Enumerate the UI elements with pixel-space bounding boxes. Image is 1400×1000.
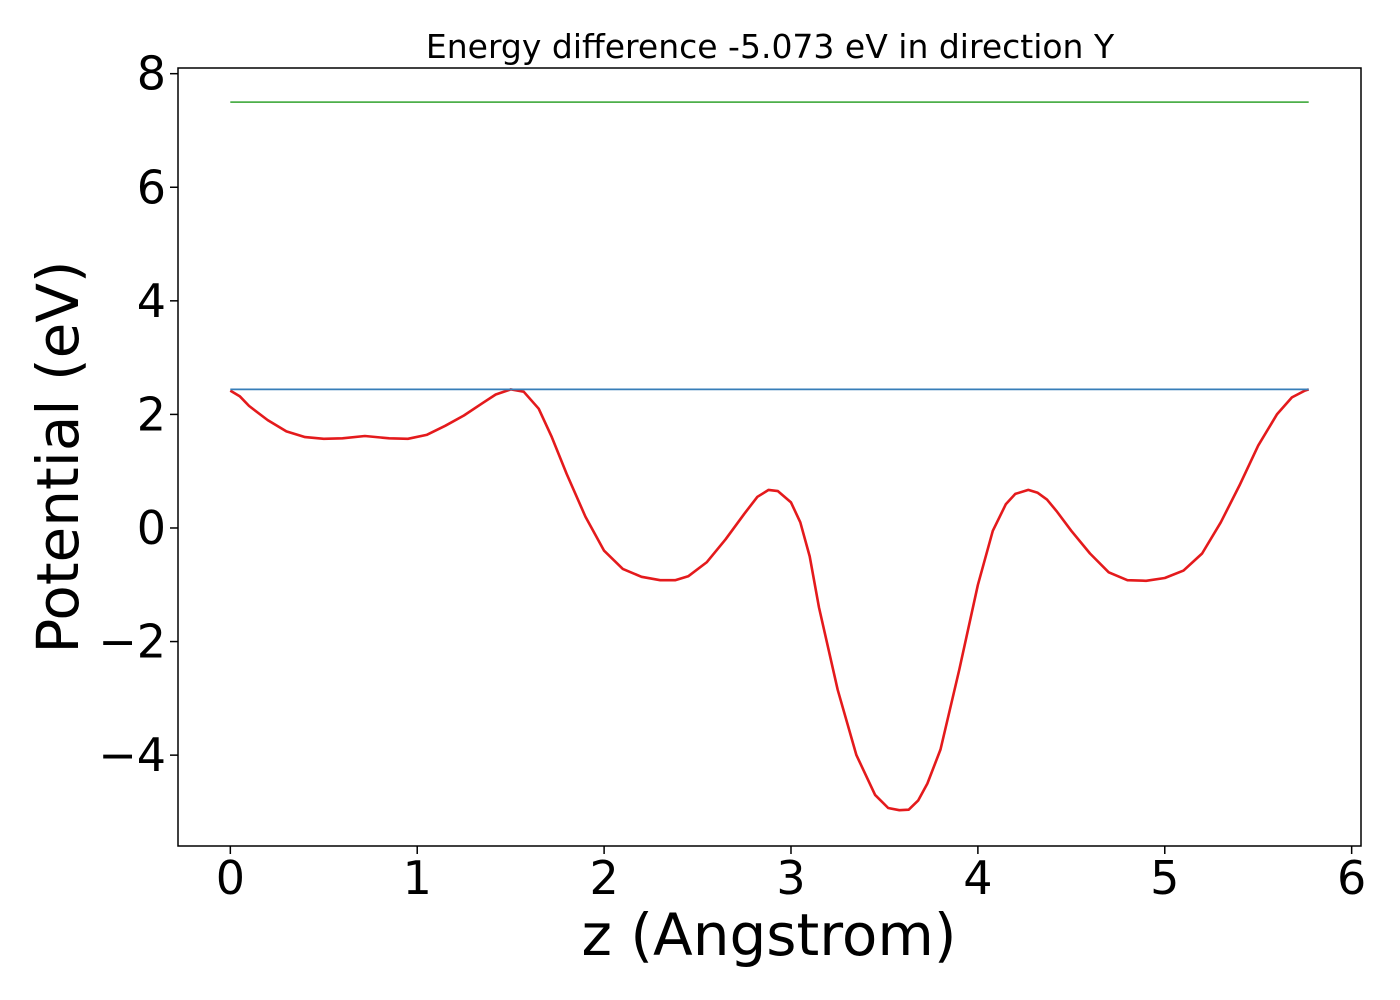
series-line-0 xyxy=(229,388,1310,812)
y-tick-label: 2 xyxy=(137,387,166,441)
y-axis-ticks: −4 −2 0 2 4 6 8 xyxy=(98,47,178,782)
x-axis-ticks: 0 1 2 3 4 5 6 xyxy=(216,846,1366,905)
y-tick-label: 6 xyxy=(137,160,166,214)
x-tick-label: 6 xyxy=(1337,851,1366,905)
x-tick-label: 5 xyxy=(1150,851,1179,905)
series-layer xyxy=(229,101,1310,812)
x-tick-label: 0 xyxy=(216,851,245,905)
chart-title: Energy difference -5.073 eV in direction… xyxy=(426,27,1115,66)
x-tick-label: 1 xyxy=(403,851,432,905)
y-tick-label: −2 xyxy=(98,615,166,669)
x-tick-label: 2 xyxy=(589,851,618,905)
x-tick-label: 3 xyxy=(776,851,805,905)
y-axis-label: Potential (eV) xyxy=(24,260,92,653)
y-tick-label: 4 xyxy=(137,274,166,328)
y-tick-label: −4 xyxy=(98,728,166,782)
y-tick-label: 8 xyxy=(137,47,166,101)
x-tick-label: 4 xyxy=(963,851,992,905)
x-axis-label: z (Angstrom) xyxy=(582,901,957,969)
plot-area-frame xyxy=(177,67,1362,847)
y-tick-label: 0 xyxy=(137,501,166,555)
